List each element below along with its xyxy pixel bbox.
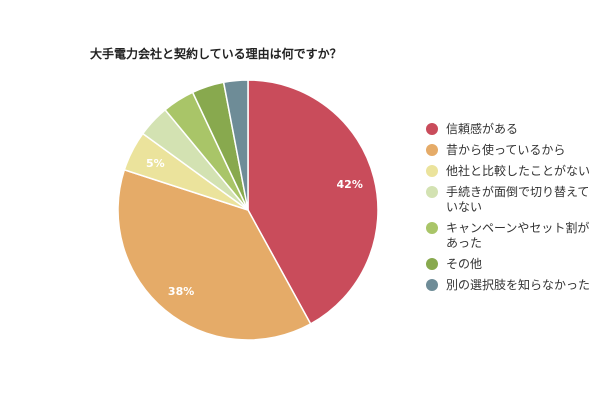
legend-label: あった: [446, 236, 482, 250]
legend-label: キャンペーンやセット割が: [446, 220, 589, 235]
pie-slice: [117, 168, 312, 341]
legend-swatch: [426, 144, 438, 156]
chart-title: 大手電力会社と契約している理由は何ですか？: [90, 46, 342, 61]
legend-label: 別の選択肢を知らなかった: [446, 277, 590, 292]
legend-swatch: [426, 258, 438, 270]
slice-data-label: 42%: [337, 178, 363, 191]
legend-swatch: [426, 165, 438, 177]
legend-label: その他: [446, 257, 482, 271]
legend-swatch: [426, 123, 438, 135]
legend-item: その他: [426, 257, 482, 271]
legend-item: 昔から使っているから: [426, 142, 565, 157]
legend-swatch: [426, 186, 438, 198]
pie-slice: [222, 79, 249, 211]
pie-data-labels: 42% 38% 5%: [146, 157, 363, 298]
legend-item: 信頼感がある: [426, 121, 518, 136]
legend-label: 手続きが面倒で切り替えて: [446, 184, 589, 199]
legend-swatch: [426, 222, 438, 234]
legend-swatch: [426, 279, 438, 291]
legend-label: 昔から使っているから: [446, 142, 565, 157]
legend-item: 他社と比較したことがない: [426, 163, 590, 178]
legend-label: 信頼感がある: [446, 121, 518, 136]
legend-label: いない: [446, 200, 482, 214]
legend: 信頼感がある昔から使っているから他社と比較したことがない手続きが面倒で切り替えて…: [426, 121, 590, 292]
legend-label: 他社と比較したことがない: [446, 163, 590, 178]
legend-item: 別の選択肢を知らなかった: [426, 277, 590, 292]
pie-slice: [247, 79, 379, 325]
slice-data-label: 5%: [146, 157, 165, 170]
slice-data-label: 38%: [168, 285, 194, 298]
pie-slices: [117, 79, 379, 341]
